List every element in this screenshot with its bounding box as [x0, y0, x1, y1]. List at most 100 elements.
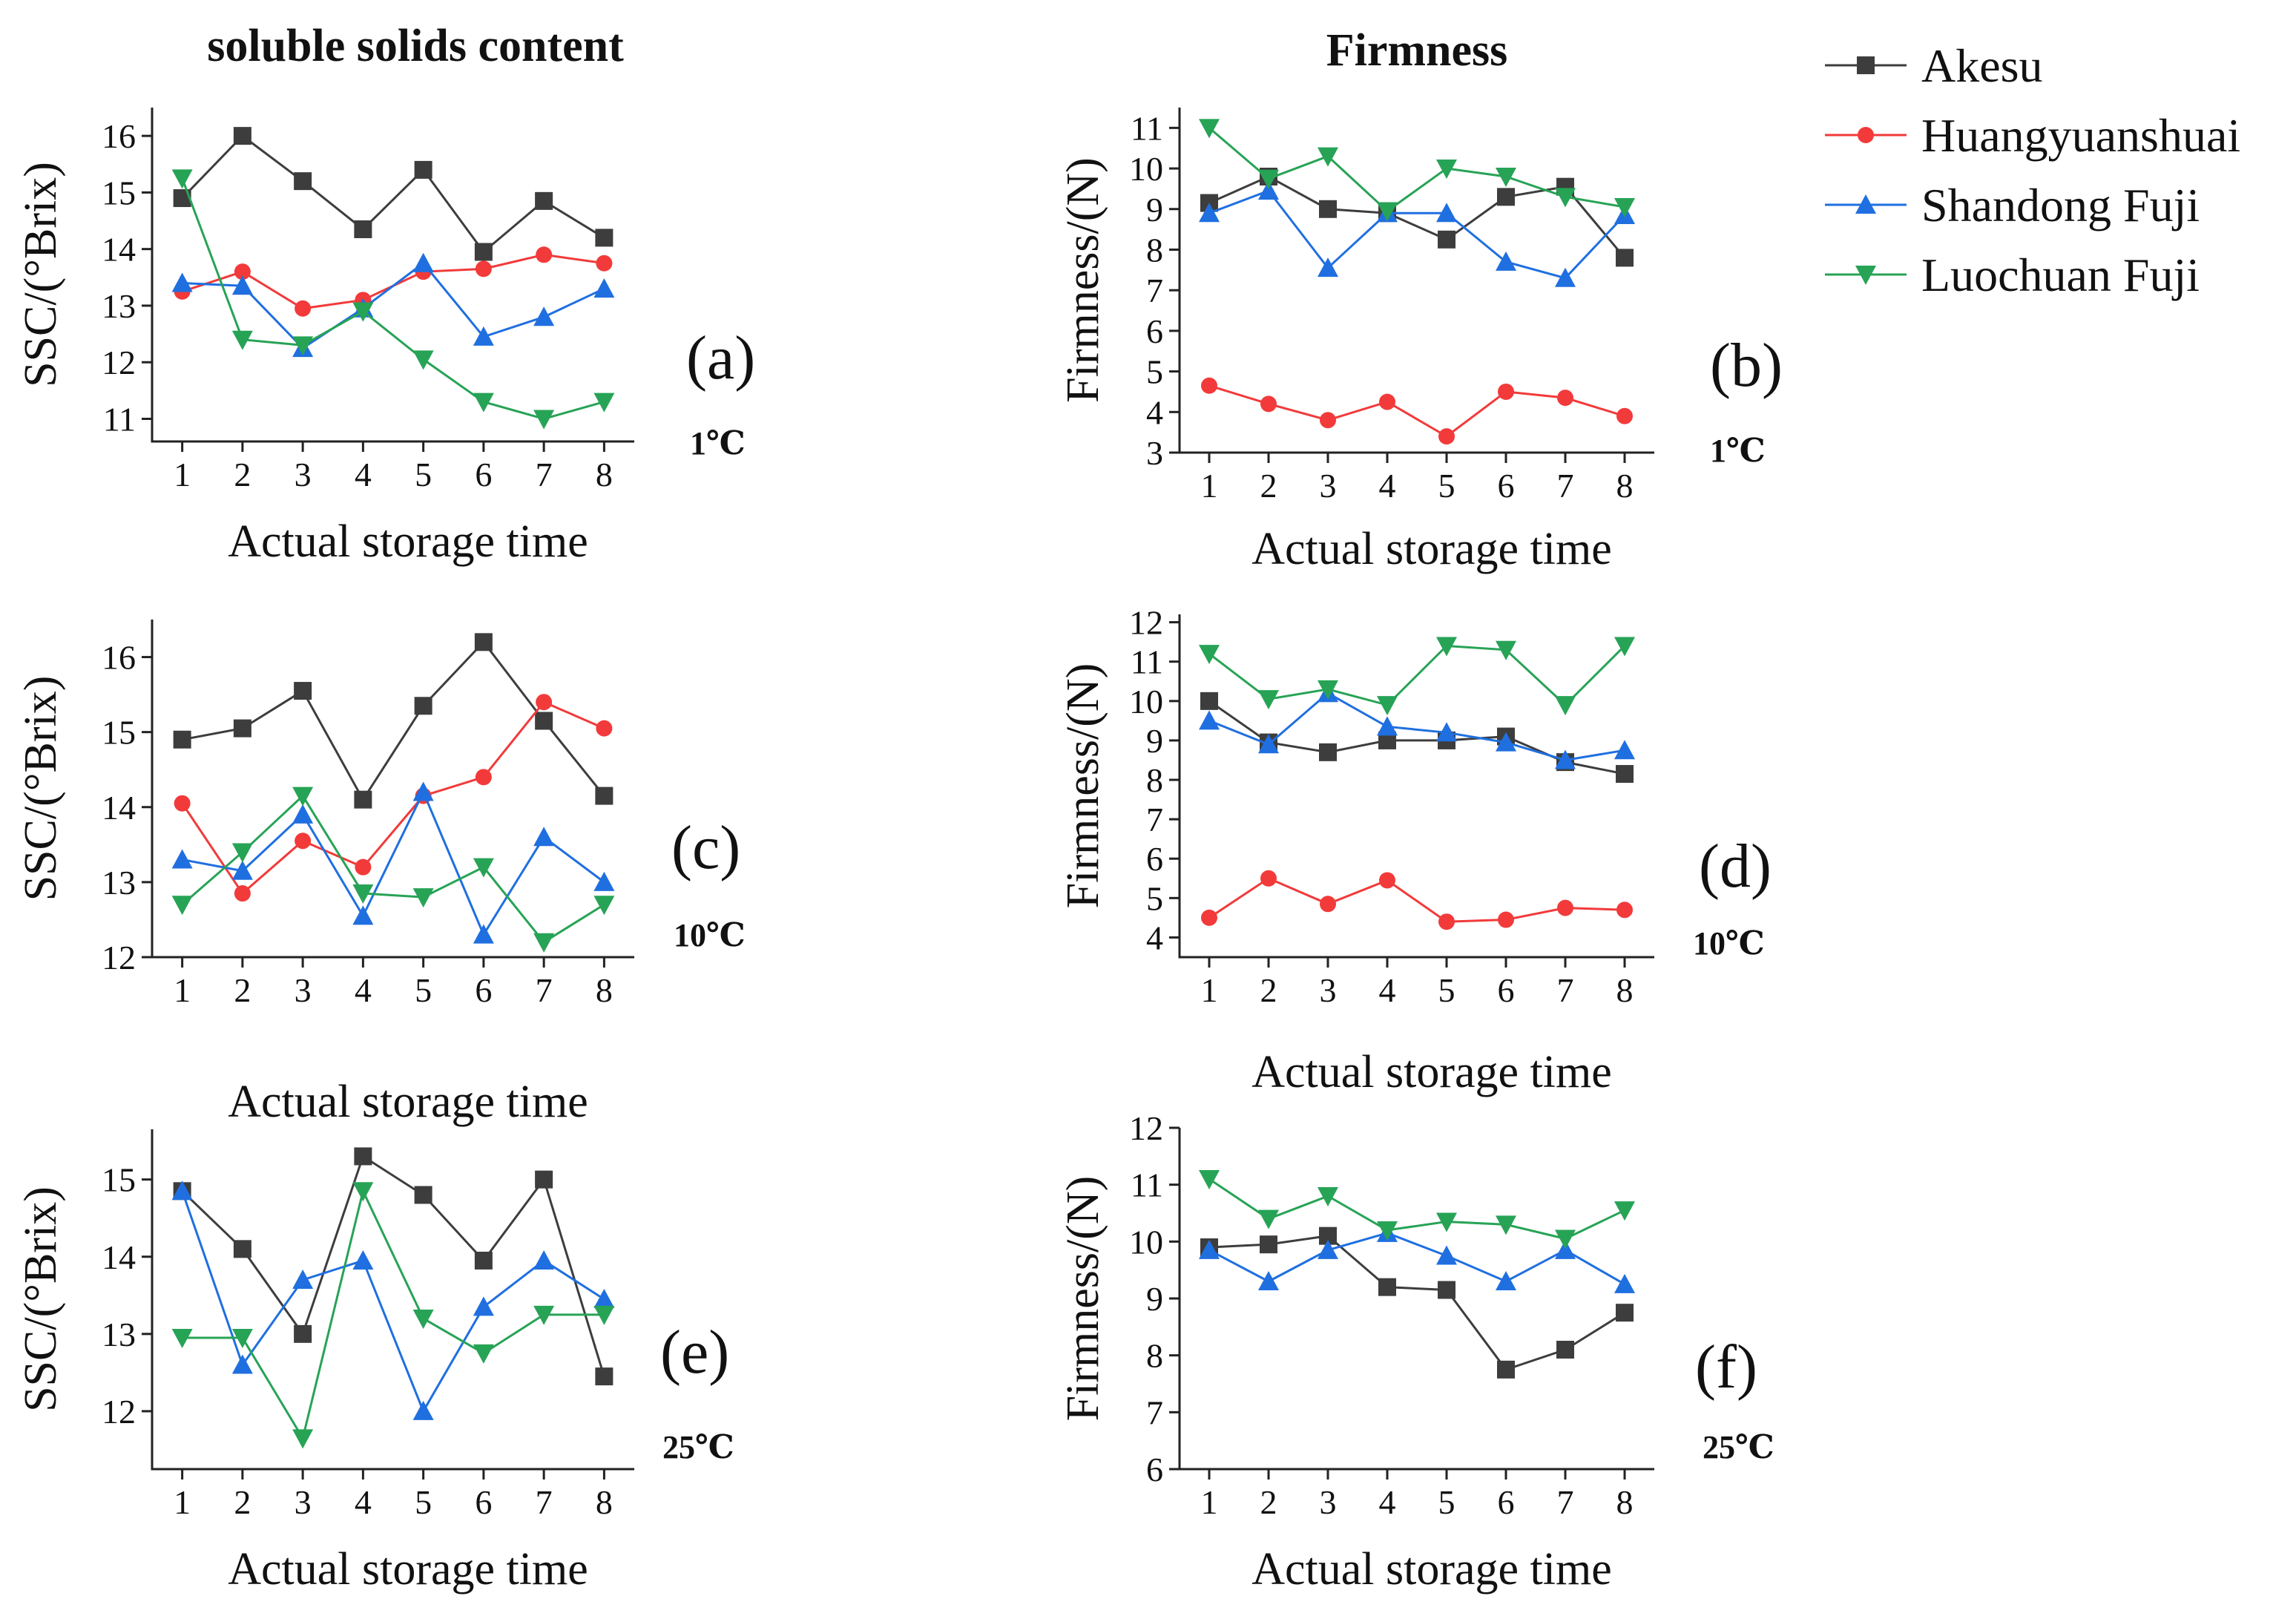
- point-b-huangyuanshuai-4: [1379, 393, 1395, 410]
- y-tick-label-d-9: 9: [1146, 722, 1163, 760]
- series-e-akesu: [173, 1147, 614, 1386]
- point-e-akesu-4: [354, 1147, 372, 1166]
- y-tick-label-b-5: 5: [1146, 353, 1163, 391]
- temperature-label-b: 1℃: [1710, 433, 1766, 469]
- y-tick-label-f-6: 6: [1146, 1451, 1163, 1488]
- point-b-shandong-fuji-3: [1318, 257, 1338, 278]
- y-tick-label-b-10: 10: [1129, 150, 1163, 188]
- point-d-shandong-fuji-8: [1614, 740, 1635, 760]
- series-d-huangyuanshuai: [1201, 870, 1633, 930]
- y-tick-label-b-7: 7: [1146, 272, 1163, 309]
- y-tick-label-e-14: 14: [102, 1238, 136, 1276]
- legend: Akesu Huangyuanshuai Shandong Fuji Luochuan…: [1825, 39, 2240, 301]
- y-tick-label-d-11: 11: [1131, 643, 1163, 681]
- point-e-shandong-fuji-4: [352, 1249, 374, 1270]
- x-tick-label-b-4: 4: [1379, 467, 1396, 505]
- temperature-label-f: 25℃: [1703, 1429, 1774, 1465]
- x-tick-label-b-2: 2: [1260, 467, 1277, 505]
- point-a-luochuan-fuji-5: [412, 350, 434, 370]
- x-axis-title-e: Actual storage time: [228, 1544, 588, 1595]
- legend-label-shandong-fuji: Shandong Fuji: [1921, 179, 2200, 231]
- point-e-luochuan-fuji-5: [412, 1310, 434, 1330]
- point-a-huangyuanshuai-7: [536, 246, 553, 263]
- series-line-e-akesu: [181, 1155, 605, 1377]
- point-e-akesu-5: [414, 1186, 432, 1204]
- point-b-luochuan-fuji-7: [1555, 188, 1576, 208]
- y-tick-label-b-3: 3: [1146, 434, 1163, 472]
- series-b-huangyuanshuai: [1201, 377, 1633, 445]
- series-a-akesu: [173, 127, 614, 261]
- point-d-luochuan-fuji-2: [1258, 690, 1279, 710]
- y-axis-title-a: SSC/(°Brix): [16, 162, 66, 387]
- y-tick-label-f-9: 9: [1146, 1280, 1163, 1318]
- y-tick-label-d-12: 12: [1129, 604, 1163, 642]
- series-c-shandong-fuji: [171, 781, 615, 944]
- point-e-luochuan-fuji-8: [593, 1305, 615, 1325]
- x-axis-title-f: Actual storage time: [1251, 1544, 1612, 1595]
- point-e-luochuan-fuji-1: [171, 1329, 193, 1349]
- point-c-shandong-fuji-6: [473, 924, 494, 944]
- point-d-akesu-3: [1319, 743, 1337, 761]
- axes-d: [1178, 614, 1654, 959]
- point-c-luochuan-fuji-3: [292, 786, 314, 807]
- x-tick-label-d-5: 5: [1438, 971, 1455, 1009]
- y-tick-label-a-11: 11: [103, 400, 136, 438]
- legend-marker-huangyuanshuai: [1858, 127, 1874, 143]
- series-line-a-luochuan-fuji: [181, 177, 605, 421]
- point-b-akesu-6: [1497, 188, 1515, 206]
- y-tick-label-d-4: 4: [1146, 919, 1163, 956]
- y-tick-label-d-7: 7: [1146, 801, 1163, 838]
- point-a-huangyuanshuai-2: [234, 263, 251, 280]
- x-tick-label-a-6: 6: [475, 456, 492, 493]
- x-tick-label-d-2: 2: [1260, 971, 1277, 1009]
- x-tick-label-a-1: 1: [174, 456, 191, 493]
- x-tick-label-a-3: 3: [295, 456, 312, 493]
- legend-label-akesu: Akesu: [1921, 39, 2043, 92]
- x-tick-label-d-8: 8: [1616, 971, 1634, 1009]
- series-c-huangyuanshuai: [174, 694, 613, 902]
- point-c-luochuan-fuji-6: [473, 858, 494, 878]
- point-f-luochuan-fuji-8: [1614, 1201, 1635, 1221]
- column-title-ssc: soluble solids content: [207, 21, 624, 71]
- x-tick-label-e-4: 4: [355, 1483, 372, 1521]
- panel-label-f: (f): [1695, 1333, 1757, 1402]
- y-tick-label-f-8: 8: [1146, 1337, 1163, 1375]
- x-tick-label-d-1: 1: [1201, 971, 1218, 1009]
- point-c-luochuan-fuji-7: [533, 933, 555, 953]
- y-tick-label-a-13: 13: [102, 287, 136, 325]
- point-e-akesu-3: [294, 1324, 312, 1343]
- point-c-shandong-fuji-1: [171, 849, 193, 869]
- point-c-luochuan-fuji-5: [412, 888, 434, 908]
- y-axis-title-c: SSC/(°Brix): [16, 676, 66, 902]
- y-axis-title-d: Firmness/(N): [1058, 663, 1108, 909]
- x-tick-label-c-7: 7: [536, 971, 553, 1009]
- axes-b: [1178, 108, 1654, 454]
- x-tick-label-b-3: 3: [1320, 467, 1337, 505]
- series-line-d-huangyuanshuai: [1208, 877, 1625, 923]
- series-line-f-akesu: [1208, 1235, 1625, 1371]
- point-b-luochuan-fuji-4: [1377, 202, 1398, 222]
- point-b-luochuan-fuji-6: [1496, 168, 1516, 187]
- y-axis-title-f: Firmness/(N): [1058, 1176, 1108, 1422]
- x-tick-label-a-5: 5: [415, 456, 432, 493]
- series-a-luochuan-fuji: [171, 169, 615, 430]
- series-line-e-shandong-fuji: [181, 1190, 605, 1414]
- point-d-akesu-1: [1200, 692, 1218, 710]
- point-d-shandong-fuji-5: [1436, 722, 1457, 742]
- point-b-akesu-3: [1319, 200, 1337, 218]
- point-c-huangyuanshuai-2: [234, 885, 251, 902]
- x-tick-label-f-4: 4: [1379, 1483, 1396, 1521]
- series-line-c-huangyuanshuai: [181, 700, 605, 896]
- x-tick-label-c-2: 2: [234, 971, 251, 1009]
- point-c-luochuan-fuji-8: [593, 896, 615, 916]
- point-d-huangyuanshuai-6: [1498, 911, 1514, 928]
- y-tick-label-b-11: 11: [1131, 109, 1163, 147]
- point-d-huangyuanshuai-8: [1616, 902, 1633, 919]
- y-tick-label-a-16: 16: [102, 117, 136, 155]
- point-b-shandong-fuji-1: [1199, 203, 1220, 223]
- point-c-akesu-7: [535, 712, 553, 730]
- x-tick-label-e-3: 3: [295, 1483, 312, 1521]
